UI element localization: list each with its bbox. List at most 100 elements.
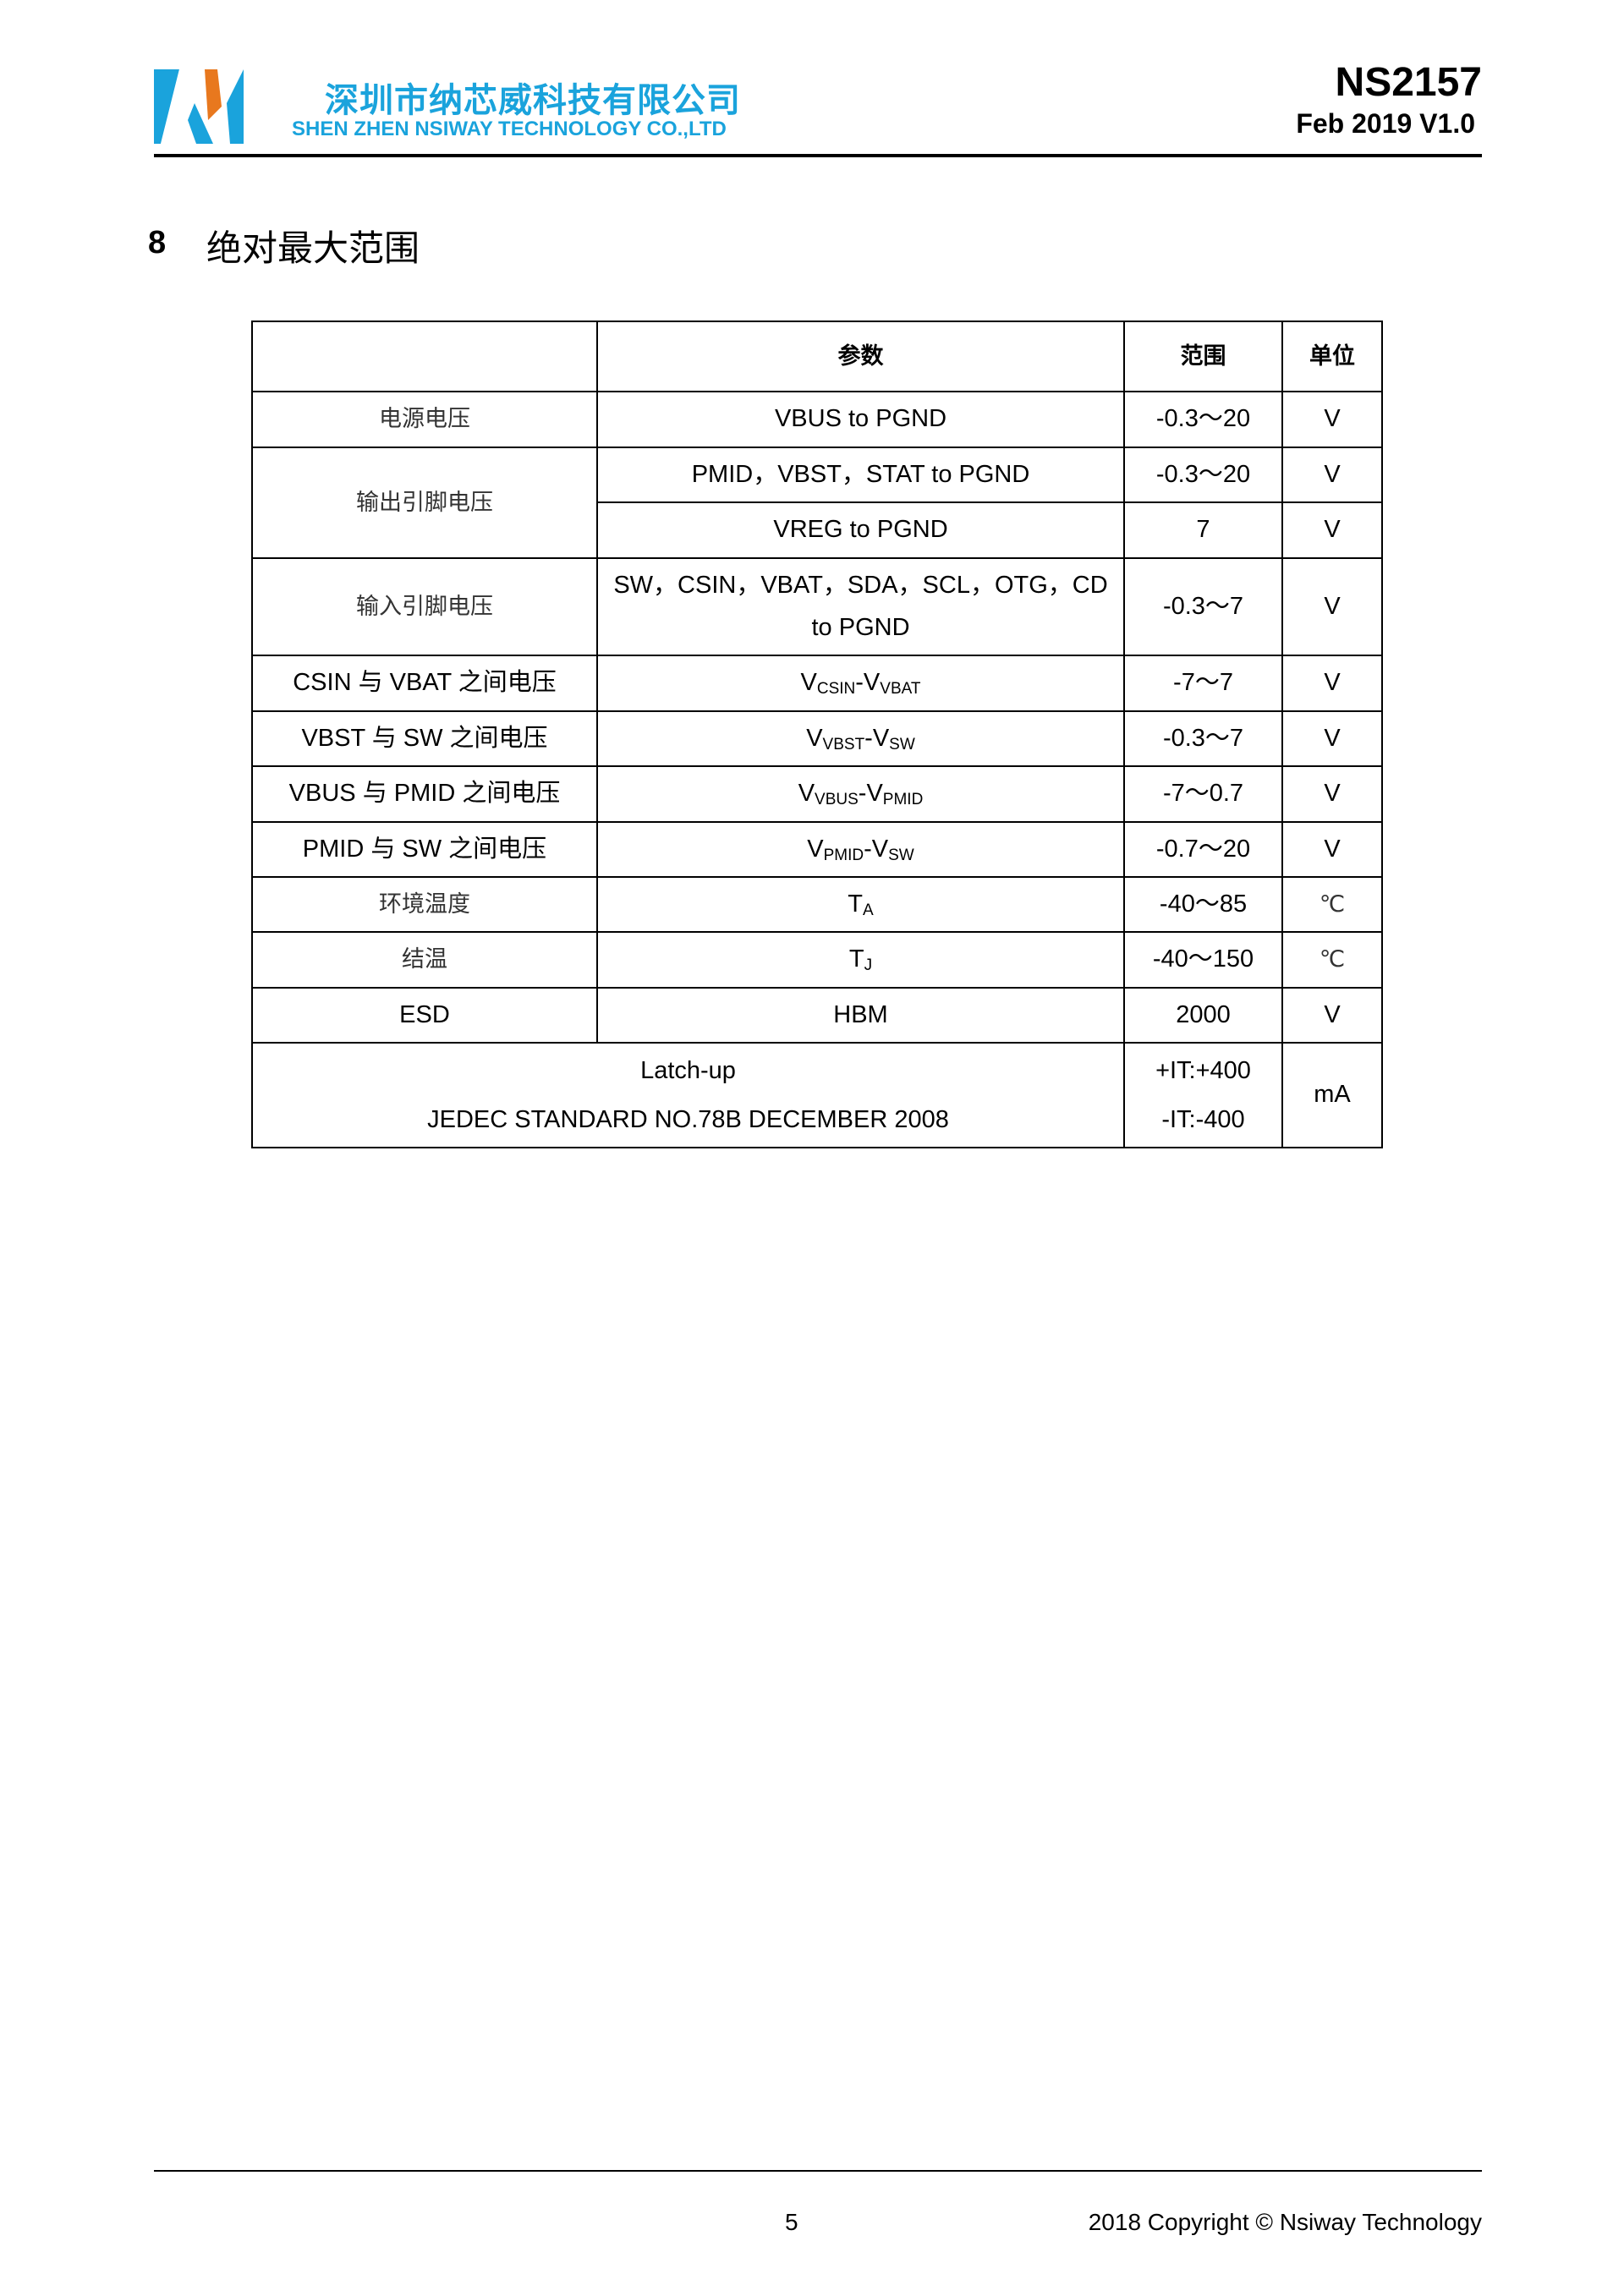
row-range: -40～150 bbox=[1123, 931, 1283, 989]
symbol: -V bbox=[858, 780, 883, 808]
header-cell: 参数 bbox=[596, 321, 1125, 392]
row-unit: mA bbox=[1281, 1042, 1383, 1148]
row-param: HBM bbox=[596, 987, 1125, 1044]
row-label: CSIN 与 VBAT 之间电压 bbox=[251, 655, 598, 712]
row-range-line: -IT:-400 bbox=[1161, 1106, 1245, 1133]
symbol: -V bbox=[864, 835, 889, 863]
row-param: VPMID-VSW bbox=[596, 821, 1125, 878]
symbol: T bbox=[848, 890, 864, 918]
row-unit: ℃ bbox=[1281, 931, 1383, 989]
symbol: T bbox=[848, 945, 864, 973]
subscript: CSIN bbox=[816, 680, 856, 699]
section-number: 8 bbox=[148, 225, 167, 260]
subscript: A bbox=[863, 901, 874, 919]
row-label: 环境温度 bbox=[251, 876, 598, 933]
row-range: -7～7 bbox=[1123, 655, 1283, 712]
company-name-cn: 深圳市纳芯威科技有限公司 bbox=[325, 81, 741, 120]
company-logo bbox=[154, 69, 244, 144]
row-label: ESD bbox=[251, 987, 598, 1044]
symbol: V bbox=[807, 835, 824, 863]
table-row: VBUS 与 PMID 之间电压 VVBUS-VPMID -7～0.7 V bbox=[251, 765, 1383, 823]
row-label: 电源电压 bbox=[251, 391, 598, 448]
row-label: 输入引脚电压 bbox=[251, 557, 598, 656]
row-param: VREG to PGND bbox=[596, 501, 1125, 559]
row-range: +IT:+400 -IT:-400 bbox=[1123, 1042, 1283, 1148]
subscript: VBUS bbox=[815, 791, 859, 809]
row-label: VBUS 与 PMID 之间电压 bbox=[251, 765, 598, 823]
row-unit: V bbox=[1281, 765, 1383, 823]
document-version: Feb 2019 V1.0 bbox=[1296, 108, 1475, 139]
table-row: 输入引脚电压 SW，CSIN，VBAT，SDA，SCL，OTG，CD to PGN… bbox=[251, 557, 1383, 656]
row-label: PMID 与 SW 之间电压 bbox=[251, 821, 598, 878]
row-param: PMID，VBST，STAT to PGND bbox=[596, 447, 1125, 503]
row-unit: V bbox=[1281, 987, 1383, 1044]
table-row: Latch-up JEDEC STANDARD NO.78B DECEMBER 2… bbox=[251, 1042, 1383, 1148]
row-unit: V bbox=[1281, 391, 1383, 448]
row-param: VCSIN-VVBAT bbox=[596, 655, 1125, 712]
subscript: VBAT bbox=[880, 680, 921, 699]
row-unit: V bbox=[1281, 501, 1383, 559]
table-row: 环境温度 TA -40～85 ℃ bbox=[251, 876, 1383, 933]
row-param: TJ bbox=[596, 931, 1125, 989]
row-param: TA bbox=[596, 876, 1125, 933]
row-param: VVBST-VSW bbox=[596, 710, 1125, 767]
header-cell bbox=[251, 321, 598, 392]
row-unit: V bbox=[1281, 821, 1383, 878]
table-row: 输出引脚电压 PMID，VBST，STAT to PGND -0.3～20 V bbox=[251, 447, 1383, 559]
row-label: 结温 bbox=[251, 931, 598, 989]
symbol: V bbox=[798, 780, 815, 808]
page-number: 5 bbox=[785, 2209, 798, 2235]
row-unit: V bbox=[1281, 447, 1383, 503]
document-id: NS2157 bbox=[1335, 60, 1482, 105]
table-row: VREG to PGND 7 V bbox=[252, 501, 1383, 559]
table-row: CSIN 与 VBAT 之间电压 VCSIN-VVBAT -7～7 V bbox=[251, 655, 1383, 712]
row-range: -40～85 bbox=[1123, 876, 1283, 933]
row-label: VBST 与 SW 之间电压 bbox=[251, 710, 598, 767]
row-param: VBUS to PGND bbox=[596, 391, 1125, 448]
section-title: 绝对最大范围 bbox=[206, 227, 420, 269]
subscript: SW bbox=[889, 735, 915, 753]
row-range-line: +IT:+400 bbox=[1155, 1057, 1251, 1084]
table-row: ESD HBM 2000 V bbox=[251, 987, 1383, 1044]
row-param: VVBUS-VPMID bbox=[596, 765, 1125, 823]
row-label-line: Latch-up bbox=[640, 1057, 736, 1084]
company-name-en: SHEN ZHEN NSIWAY TECHNOLOGY CO.,LTD bbox=[292, 118, 727, 140]
row-label-line: JEDEC STANDARD NO.78B DECEMBER 2008 bbox=[427, 1106, 949, 1133]
row-param-line: SW，CSIN，VBAT，SDA，SCL，OTG，CD bbox=[613, 572, 1108, 600]
row-range: -0.3～7 bbox=[1123, 710, 1283, 767]
row-label: Latch-up JEDEC STANDARD NO.78B DECEMBER 2… bbox=[251, 1042, 1125, 1148]
row-label: 输出引脚电压 bbox=[251, 447, 598, 559]
table-header-row: 参数 范围 单位 bbox=[251, 321, 1383, 392]
row-range: -7～0.7 bbox=[1123, 765, 1283, 823]
row-unit: V bbox=[1281, 710, 1383, 767]
footer-divider bbox=[154, 2170, 1482, 2172]
symbol: V bbox=[806, 724, 823, 752]
row-range: -0.7～20 bbox=[1123, 821, 1283, 878]
header-divider bbox=[154, 154, 1482, 157]
copyright: 2018 Copyright © Nsiway Technology bbox=[1088, 2209, 1482, 2235]
row-param-line: to PGND bbox=[811, 613, 910, 641]
subscript: VBST bbox=[822, 735, 865, 753]
table-row: PMID 与 SW 之间电压 VPMID-VSW -0.7～20 V bbox=[251, 821, 1383, 878]
subscript: PMID bbox=[882, 791, 924, 809]
row-range: 2000 bbox=[1123, 987, 1283, 1044]
absolute-max-ratings-table: 参数 范围 单位 电源电压 VBUS to PGND -0.3～20 V 输出引… bbox=[251, 321, 1383, 1148]
header-cell: 单位 bbox=[1281, 321, 1383, 392]
row-range: 7 bbox=[1123, 501, 1283, 559]
table-row: VBST 与 SW 之间电压 VVBST-VSW -0.3～7 V bbox=[251, 710, 1383, 767]
row-unit: ℃ bbox=[1281, 876, 1383, 933]
symbol: -V bbox=[864, 724, 890, 752]
table-row: 结温 TJ -40～150 ℃ bbox=[251, 931, 1383, 989]
symbol: V bbox=[800, 669, 817, 697]
row-range: -0.3～7 bbox=[1123, 557, 1283, 656]
row-unit: V bbox=[1281, 557, 1383, 656]
row-range: -0.3～20 bbox=[1123, 447, 1283, 503]
subscript: J bbox=[864, 956, 873, 975]
row-param: SW，CSIN，VBAT，SDA，SCL，OTG，CD to PGND bbox=[596, 557, 1125, 656]
subscript: SW bbox=[888, 846, 914, 864]
row-unit: V bbox=[1281, 655, 1383, 712]
header-cell: 范围 bbox=[1123, 321, 1283, 392]
subscript: PMID bbox=[823, 846, 864, 864]
symbol: -V bbox=[855, 669, 881, 697]
row-range: -0.3～20 bbox=[1123, 391, 1283, 448]
